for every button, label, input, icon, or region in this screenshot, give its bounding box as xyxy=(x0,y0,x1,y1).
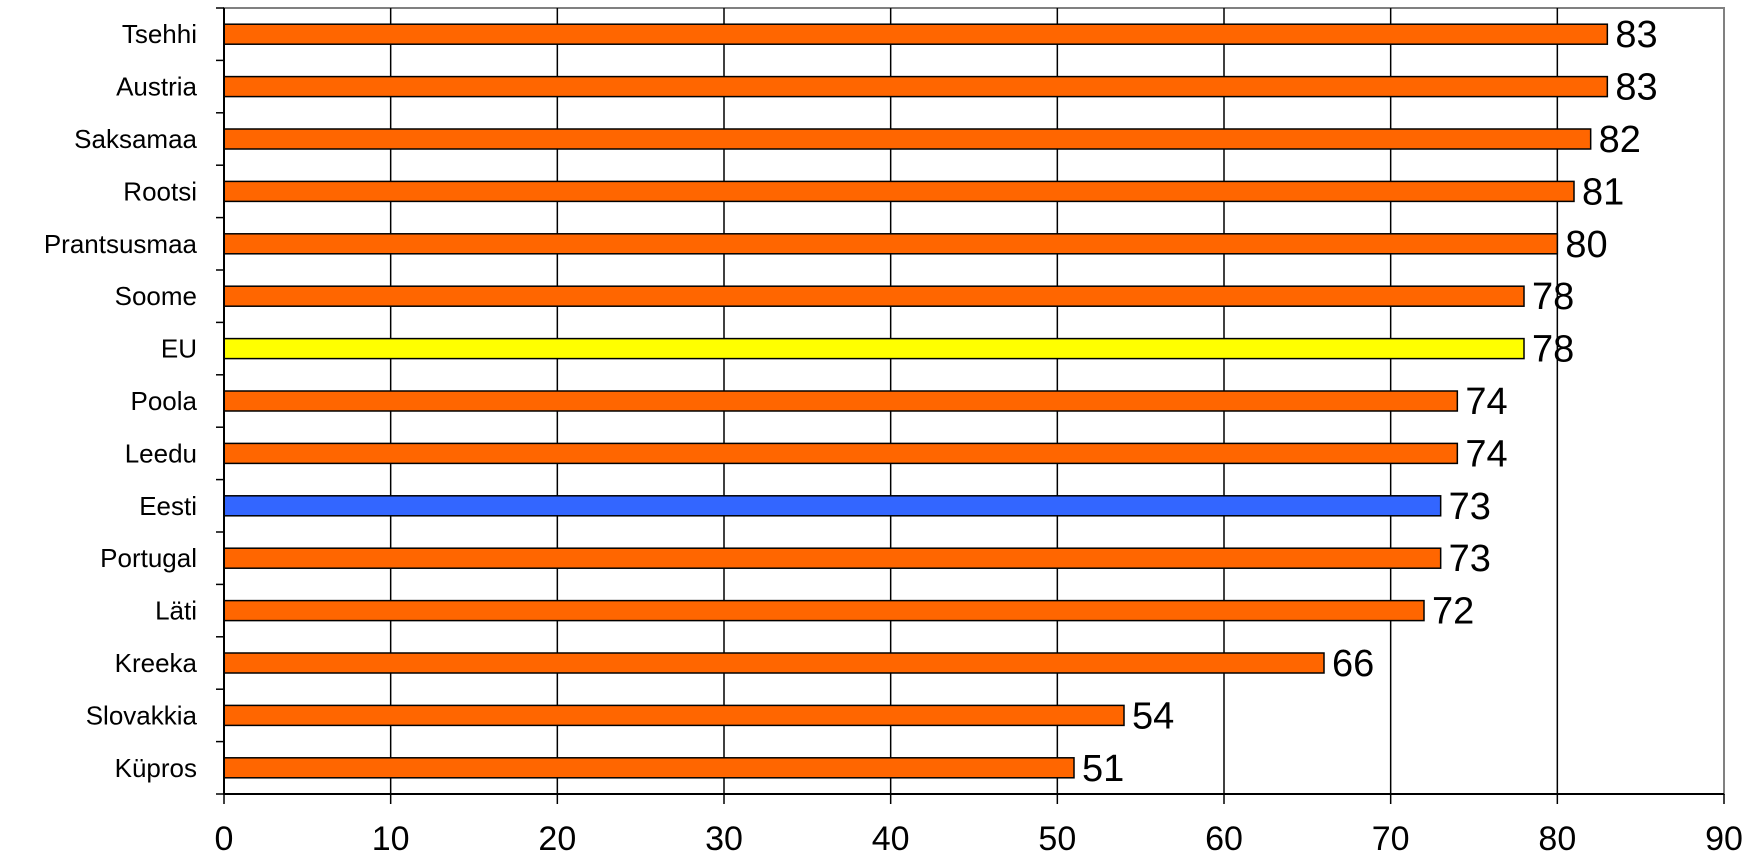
x-tick-label: 50 xyxy=(1038,820,1076,858)
category-label: Prantsusmaa xyxy=(44,229,198,259)
category-label: Austria xyxy=(116,72,197,102)
category-label: Tsehhi xyxy=(122,19,197,49)
data-label: 66 xyxy=(1332,643,1374,685)
x-tick-label: 90 xyxy=(1705,820,1743,858)
x-tick-label: 80 xyxy=(1538,820,1576,858)
bar-soome xyxy=(223,285,1525,307)
labels: 83 Tsehhi 83 Austria 82 Saksamaa 81 Rootsi 80 Pra… xyxy=(44,14,1743,858)
data-label: 78 xyxy=(1532,276,1574,318)
data-label: 54 xyxy=(1132,695,1174,737)
bars xyxy=(223,23,1609,779)
bar-eu xyxy=(223,337,1525,360)
x-tick-label: 0 xyxy=(215,820,234,858)
bar-portugal xyxy=(223,547,1442,569)
bar-läti xyxy=(223,599,1425,622)
axes xyxy=(216,7,1725,804)
category-label: Läti xyxy=(155,596,197,626)
category-label: Portugal xyxy=(100,543,197,573)
category-label: Poola xyxy=(131,386,198,416)
data-label: 73 xyxy=(1449,538,1491,580)
data-label: 74 xyxy=(1465,381,1507,423)
data-label: 78 xyxy=(1532,329,1574,371)
bar-poola xyxy=(223,390,1459,412)
bar-leedu xyxy=(223,442,1459,465)
category-label: Rootsi xyxy=(123,176,197,206)
x-tick-label: 40 xyxy=(872,820,910,858)
x-tick-label: 10 xyxy=(372,820,410,858)
x-tick-label: 20 xyxy=(538,820,576,858)
bar-eesti xyxy=(223,495,1442,517)
category-label: Slovakkia xyxy=(86,700,198,730)
category-label: Leedu xyxy=(125,438,197,468)
category-label: Eesti xyxy=(139,491,197,521)
data-label: 82 xyxy=(1599,119,1641,161)
x-tick-label: 70 xyxy=(1372,820,1410,858)
data-label: 83 xyxy=(1615,14,1657,56)
bar-slovakkia xyxy=(223,704,1125,727)
bar-kreeka xyxy=(223,652,1325,674)
category-label: Soome xyxy=(115,281,197,311)
x-tick-label: 60 xyxy=(1205,820,1243,858)
category-label: Kreeka xyxy=(115,648,198,678)
data-label: 81 xyxy=(1582,171,1624,213)
data-label: 83 xyxy=(1615,67,1657,109)
x-tick-label: 30 xyxy=(705,820,743,858)
data-label: 73 xyxy=(1449,486,1491,528)
bar-küpros xyxy=(223,757,1075,779)
bar-rootsi xyxy=(223,180,1575,203)
category-label: Küpros xyxy=(115,753,197,783)
bar-austria xyxy=(223,75,1609,98)
data-label: 80 xyxy=(1565,224,1607,266)
bar-tsehhi xyxy=(223,23,1609,45)
data-label: 74 xyxy=(1465,433,1507,475)
data-label: 51 xyxy=(1082,748,1124,790)
bar-saksamaa xyxy=(223,128,1592,150)
category-label: EU xyxy=(161,334,197,364)
category-label: Saksamaa xyxy=(74,124,197,154)
bar-prantsusmaa xyxy=(223,233,1559,255)
data-label: 72 xyxy=(1432,591,1474,633)
